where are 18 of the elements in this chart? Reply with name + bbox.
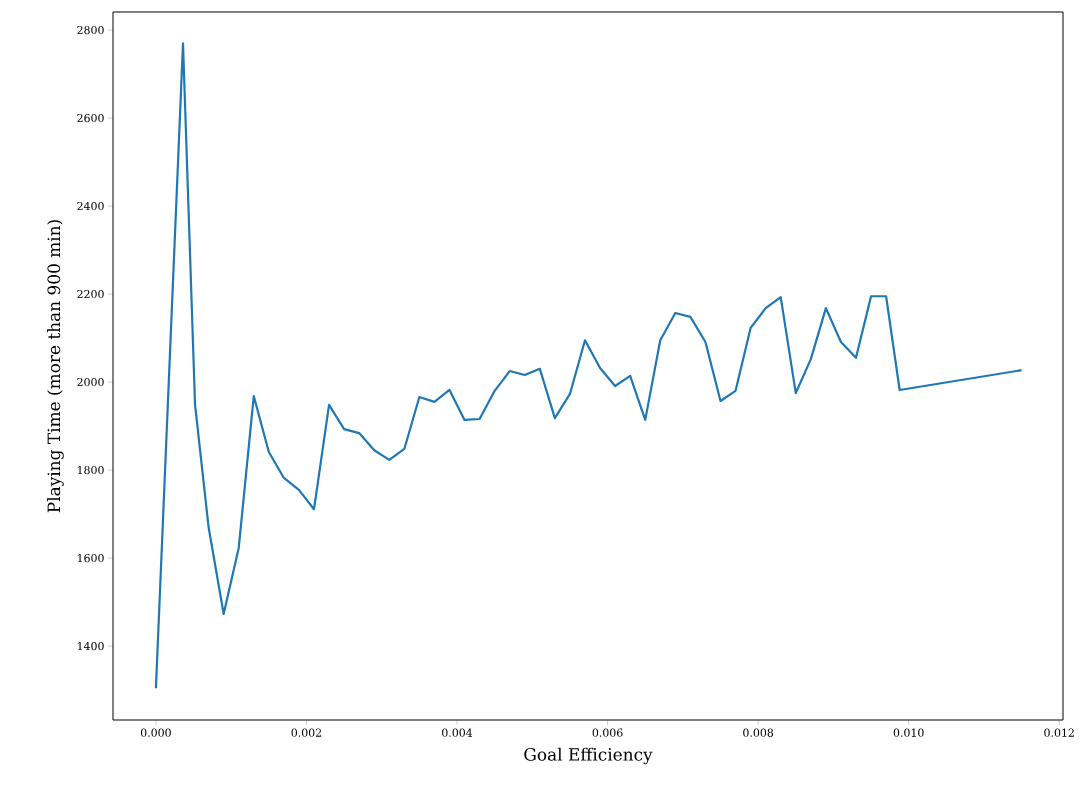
x-axis-title: Goal Efficiency <box>524 747 653 765</box>
x-tick-label: 0.010 <box>893 728 924 737</box>
x-tick-label: 0.008 <box>743 728 774 737</box>
x-tick-label: 0.000 <box>140 728 171 737</box>
y-tick-label: 2600 <box>77 113 104 123</box>
x-tick-label: 0.004 <box>442 728 473 737</box>
y-axis-title: Playing Time (more than 900 min) <box>47 220 64 513</box>
x-tick-label: 0.012 <box>1044 728 1074 737</box>
y-tick-label: 2400 <box>77 201 104 211</box>
y-tick-label: 2800 <box>77 25 104 35</box>
line-series <box>154 42 1023 690</box>
y-tick-label: 2000 <box>77 377 104 387</box>
y-tick-label: 1400 <box>77 641 104 651</box>
y-tick-label: 1800 <box>77 465 104 475</box>
x-tick-label: 0.002 <box>291 728 322 737</box>
y-tick-label: 1600 <box>77 553 104 563</box>
x-tick-label: 0.006 <box>592 728 623 737</box>
y-tick-label: 2200 <box>77 289 104 299</box>
